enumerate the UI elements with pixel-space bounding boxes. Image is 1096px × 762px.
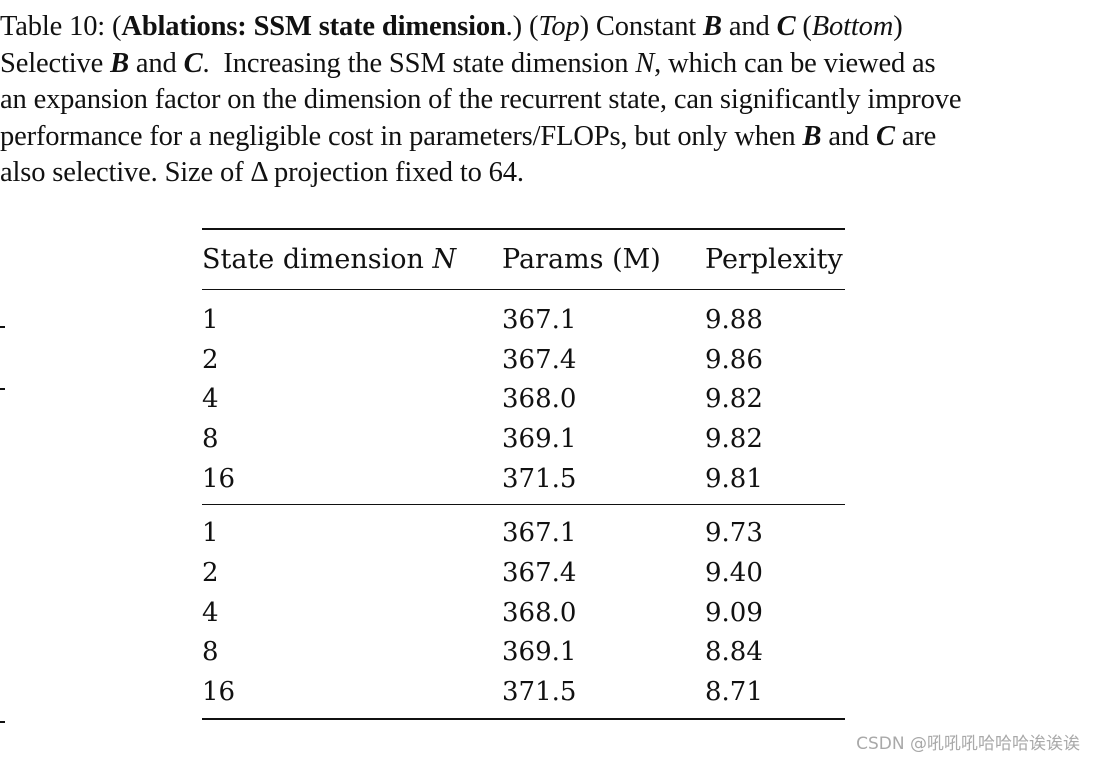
- table-row: 1 367.1 9.73: [202, 505, 845, 554]
- cell-state-dim: 4: [202, 384, 219, 415]
- math-var-b: B: [110, 47, 129, 79]
- caption-text: Selective: [0, 47, 111, 79]
- math-var-c: C: [776, 11, 796, 42]
- table-row: 16 371.5 9.81: [202, 459, 845, 505]
- caption-text: and: [821, 120, 876, 152]
- cell-params: 371.5: [502, 463, 577, 494]
- cell-params: 371.5: [502, 676, 577, 707]
- caption-line-4: performance for a negligible cost in par…: [0, 119, 1092, 156]
- caption-line-3: an expansion factor on the dimension of …: [0, 84, 962, 115]
- caption-text: are: [894, 120, 937, 152]
- caption-text: performance for a negligible cost in par…: [0, 120, 803, 152]
- header-params: Params (M): [502, 244, 661, 275]
- caption-text: ): [893, 11, 903, 42]
- cell-params: 369.1: [502, 637, 577, 668]
- caption-text: .) (: [505, 11, 539, 42]
- watermark: CSDN @吼吼吼哈哈哈诶诶诶: [856, 734, 1080, 754]
- caption-text: and: [721, 11, 777, 42]
- cell-state-dim: 2: [202, 558, 219, 589]
- cell-perplexity: 9.40: [705, 558, 763, 589]
- caption-label: Table 10: (: [0, 11, 122, 42]
- math-var-b: B: [703, 11, 722, 42]
- cell-params: 367.4: [502, 344, 577, 375]
- caption-line-1: Table 10: (Ablations: SSM state dimensio…: [0, 9, 1092, 46]
- math-var-c: C: [876, 120, 895, 152]
- caption-text: ) Constant: [579, 11, 704, 42]
- table-header-row: State dimension N Params (M) Perplexity: [202, 229, 845, 290]
- caption-text: Increasing the SSM state dimension: [223, 47, 636, 79]
- caption-bold-title: Ablations: SSM state dimension: [121, 11, 506, 42]
- caption-text: , which can be viewed as: [654, 47, 936, 79]
- cropped-rule-fragment: [0, 388, 5, 390]
- table-bottom-rule: [202, 718, 845, 721]
- table-row: 8 369.1 8.84: [202, 633, 845, 673]
- math-var-b: B: [802, 120, 822, 152]
- table-row: 8 369.1 9.82: [202, 419, 845, 459]
- cell-perplexity: 9.73: [705, 518, 763, 549]
- cell-params: 367.1: [502, 305, 577, 335]
- ablation-table: State dimension N Params (M) Perplexity …: [202, 228, 845, 721]
- cell-params: 369.1: [502, 423, 577, 454]
- table-bottom-rule-cell: [202, 719, 845, 720]
- cropped-rule-fragment: [0, 326, 5, 328]
- table-row: 1 367.1 9.88: [202, 290, 845, 341]
- math-var-c: C: [183, 47, 203, 79]
- cell-perplexity: 9.88: [705, 305, 763, 335]
- cell-perplexity: 8.71: [705, 676, 763, 707]
- cell-state-dim: 4: [202, 597, 219, 628]
- table-row: 2 367.4 9.40: [202, 553, 845, 593]
- caption-bottom-word: Bottom: [811, 11, 894, 42]
- cell-perplexity: 9.81: [705, 463, 763, 494]
- header-text: State dimension: [202, 244, 433, 275]
- cell-perplexity: 8.84: [705, 637, 763, 668]
- cell-perplexity: 9.86: [705, 344, 763, 375]
- cell-state-dim: 2: [202, 344, 219, 375]
- math-var-n: N: [635, 47, 655, 79]
- cell-perplexity: 9.82: [705, 423, 763, 454]
- table-row: 16 371.5 8.71: [202, 672, 845, 719]
- cell-params: 367.1: [502, 518, 577, 549]
- table-row: 4 368.0 9.82: [202, 380, 845, 420]
- caption-line-2: Selective B and C. Increasing the SSM st…: [0, 46, 1092, 83]
- cell-params: 368.0: [502, 384, 577, 415]
- table-row: 2 367.4 9.86: [202, 340, 845, 380]
- caption-top-word: Top: [538, 11, 580, 42]
- cell-state-dim: 8: [202, 637, 219, 668]
- cell-perplexity: 9.09: [705, 597, 763, 628]
- cell-state-dim: 16: [202, 463, 236, 494]
- cell-state-dim: 1: [202, 305, 219, 335]
- table-section-constant: 1 367.1 9.88 2 367.4 9.86 4 368.0 9.82 8 369.1 9…: [202, 289, 845, 505]
- caption-line-5: also selective. Size of Δ projection fix…: [0, 157, 524, 188]
- math-var-n: N: [432, 244, 457, 275]
- caption-text: .: [202, 47, 210, 79]
- table-section-selective: 1 367.1 9.73 2 367.4 9.40 4 368.0 9.09 8 369.1 8…: [202, 504, 845, 719]
- cell-perplexity: 9.82: [705, 384, 763, 415]
- cell-state-dim: 1: [202, 518, 219, 549]
- cell-state-dim: 8: [202, 423, 219, 454]
- header-perplexity: Perplexity: [705, 244, 843, 275]
- caption-text: (: [795, 11, 812, 42]
- caption-text: and: [128, 47, 184, 79]
- table-caption: Table 10: (Ablations: SSM state dimensio…: [0, 9, 1092, 192]
- cropped-rule-fragment: [0, 721, 5, 723]
- table-row: 4 368.0 9.09: [202, 593, 845, 633]
- header-state-dimension: State dimension N: [202, 229, 502, 290]
- cell-params: 368.0: [502, 597, 577, 628]
- cell-params: 367.4: [502, 558, 577, 589]
- cell-state-dim: 16: [202, 676, 236, 707]
